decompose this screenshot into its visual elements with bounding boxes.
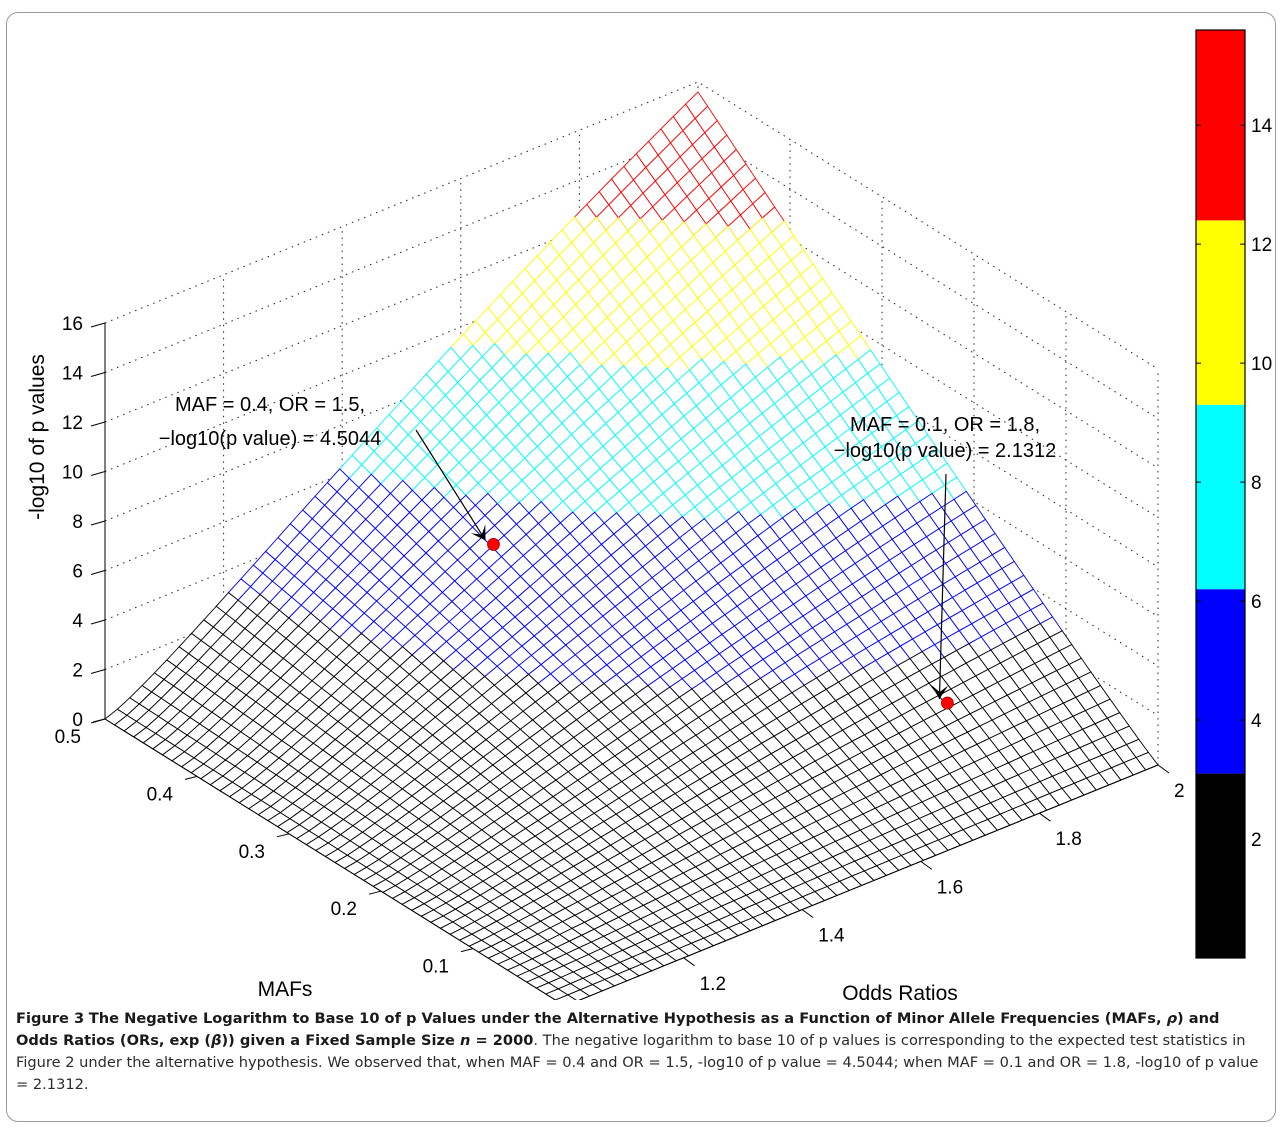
grid-line [104, 328, 1159, 617]
or-tick-label: 1.6 [937, 877, 963, 898]
z-tick-label: 4 [72, 611, 83, 632]
caption-figure-label: Figure 3 [16, 1010, 85, 1027]
maf-tick-label: 0.5 [55, 727, 81, 748]
caption-title-part3: )) given a Fixed Sample Size [221, 1032, 460, 1049]
z-tick-label: 16 [62, 314, 83, 335]
colorbar-tick-label: 6 [1251, 592, 1262, 613]
grid-line [104, 180, 1159, 469]
maf-axis-label: MAFs [258, 978, 313, 1000]
caption-title-part1: The Negative Logarithm to Base 10 of p V… [88, 1010, 1167, 1027]
z-axis-label: -log10 of p values [26, 354, 49, 520]
caption-title-part2: ) and Odds Ratios (ORs, exp ( [16, 1010, 1220, 1049]
colorbar-band [1196, 30, 1245, 221]
z-tick-label: 14 [62, 364, 84, 385]
z-tick-mark [90, 570, 106, 575]
or-tick-mark [1039, 812, 1051, 822]
maf-tick-label: 0.3 [239, 842, 265, 863]
maf-tick-label: 0.1 [423, 957, 449, 978]
annotation-arrowhead [931, 685, 949, 700]
z-tick-label: 12 [62, 413, 83, 434]
z-tick-mark [90, 520, 106, 526]
maf-tick-label: 0.4 [147, 784, 174, 805]
annotation-line1: MAF = 0.1, OR = 1.8, [850, 414, 1040, 436]
annotation-line1: MAF = 0.4, OR = 1.5, [175, 394, 365, 416]
caption-rho: ρ [1166, 1010, 1178, 1027]
annotation-arrow-line [415, 429, 487, 541]
z-tick-mark [90, 372, 106, 377]
colorbar-band [1196, 220, 1245, 405]
colorbar-frame [1195, 29, 1246, 959]
colorbar-band [1196, 773, 1245, 958]
maf-tick-mark [460, 948, 474, 953]
maf-tick-mark [276, 833, 290, 838]
z-tick-label: 6 [72, 562, 83, 583]
or-axis-label: Odds Ratios [842, 982, 958, 1000]
caption-title-part4: = 2000 [470, 1032, 534, 1049]
z-tick-label: 10 [62, 463, 83, 484]
colorbar: 2 4 6 8 10 12 14 [1195, 29, 1273, 959]
or-tick-label: 1.8 [1055, 829, 1081, 850]
annotation-arrowhead [471, 524, 486, 541]
colorbar-tick-label: 14 [1251, 116, 1273, 137]
annotation-line2: −log10(p value) = 4.5044 [159, 428, 381, 450]
surface-cell [554, 994, 577, 1000]
z-tick-mark [90, 471, 106, 476]
maf-axis-line [104, 718, 557, 1000]
z-tick-mark [90, 421, 106, 427]
colorbar-band [1196, 589, 1245, 774]
or-tick-mark [920, 860, 933, 870]
grid-line [104, 81, 1159, 370]
colorbar-tick-label: 4 [1251, 711, 1262, 732]
caption-n: n [459, 1032, 471, 1049]
caption-beta: β [211, 1032, 222, 1049]
maf-tick-label: 0.2 [331, 899, 357, 920]
surface-mesh [104, 91, 1159, 1000]
or-tick-label: 1.4 [818, 926, 845, 947]
or-tick-mark [801, 909, 814, 919]
maf-tick-mark [92, 718, 106, 723]
colorbar-tick-label: 8 [1251, 473, 1262, 494]
z-tick-label: 8 [72, 512, 83, 533]
colorbar-band [1196, 404, 1245, 590]
annotation-arrow-line [938, 473, 947, 700]
maf-tick-mark [184, 775, 198, 780]
or-tick-mark [1157, 764, 1170, 774]
axes: 024681012141600.10.20.30.40.511.21.41.61… [26, 314, 1185, 1000]
annotation-line2: −log10(p value) = 2.1312 [834, 440, 1056, 462]
grid-line [104, 279, 1159, 568]
z-tick-label: 2 [72, 661, 83, 682]
colorbar-tick-label: 2 [1251, 830, 1262, 851]
or-tick-label: 1.2 [700, 974, 726, 995]
highlighted-point-marker [941, 696, 954, 710]
or-axis-line [578, 764, 1159, 1000]
z-tick-mark [90, 669, 106, 674]
annotations: MAF = 0.4, OR = 1.5, −log10(p value) = 4.… [159, 394, 1056, 710]
grid-line [104, 130, 1159, 419]
colorbar-tick-label: 10 [1251, 354, 1272, 375]
colorbar-tick-label: 12 [1251, 235, 1272, 256]
highlighted-point-marker [487, 538, 500, 551]
z-tick-label: 0 [72, 710, 83, 731]
or-tick-label: 2 [1174, 781, 1185, 802]
maf-tick-mark [368, 890, 382, 895]
surface-plot: 024681012141600.10.20.30.40.511.21.41.61… [26, 29, 1273, 1000]
z-tick-mark [90, 619, 106, 625]
figure-caption: Figure 3 The Negative Logarithm to Base … [16, 1008, 1266, 1096]
or-tick-mark [683, 957, 695, 967]
grid-line [104, 229, 1159, 518]
caption-body: . The negative logarithm to base 10 of p… [16, 1032, 1259, 1093]
z-tick-mark [90, 322, 106, 328]
